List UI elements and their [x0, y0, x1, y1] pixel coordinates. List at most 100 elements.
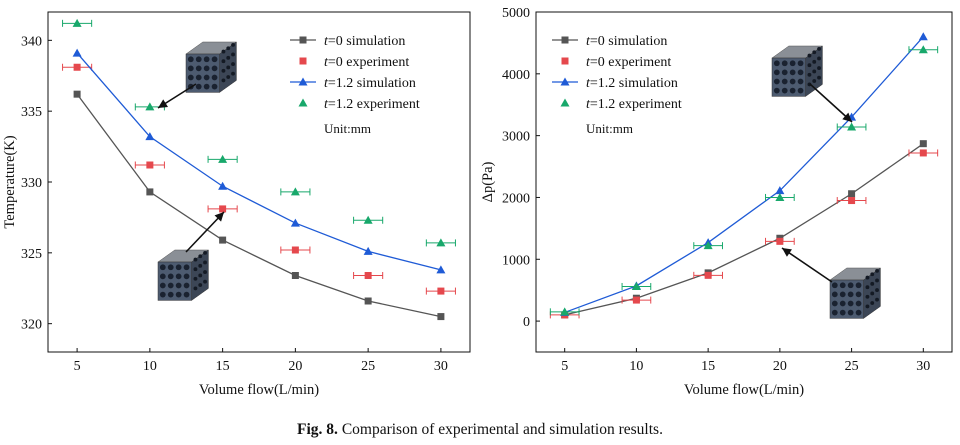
x-tick-label: 15 [216, 359, 230, 374]
cube-pore [211, 56, 218, 63]
cube-pore [812, 69, 817, 74]
cube-pore [839, 282, 846, 289]
cube-pore [175, 264, 182, 271]
x-tick-label: 30 [916, 359, 930, 374]
legend-label-rest: =1.2 experiment [328, 97, 420, 112]
cube-pore [175, 273, 182, 280]
x-tick-label: 10 [629, 359, 643, 374]
cube-pore [203, 260, 207, 265]
figure-caption: Fig. 8. Comparison of experimental and s… [0, 421, 960, 439]
cube-pore [781, 78, 788, 85]
cube-pore [875, 268, 879, 273]
cube-pore [226, 75, 231, 79]
data-point [72, 48, 82, 57]
cube-pore [812, 59, 817, 64]
cube-pore [847, 309, 854, 316]
right-plot-frame [535, 11, 953, 353]
legend-item: t=0 experiment [299, 55, 409, 70]
data-point [775, 186, 785, 195]
cube-pore [831, 291, 838, 298]
arrow-shaft [809, 83, 853, 123]
left-unit-note: Unit:mm [324, 121, 371, 136]
cube-pore [870, 281, 875, 286]
cube-pore [193, 257, 198, 262]
data-point [848, 197, 856, 205]
legend-label-rest: =1.2 simulation [328, 76, 416, 91]
cube-pore [203, 65, 210, 72]
right-chart: 5 10 15 20 25 30 0 1000 2000 3000 4000 5000 Volume f… [480, 6, 953, 398]
left-y-axis-label: Temperature(K) [2, 135, 18, 228]
legend-label: t=1.2 simulation [586, 76, 678, 91]
cube-pore [159, 264, 166, 271]
cube-pore [167, 264, 174, 271]
y-tick-label: 335 [21, 105, 42, 120]
cube-pore [831, 300, 838, 307]
cube-pore [831, 309, 838, 316]
cube-pore [773, 60, 780, 67]
cube-pore [195, 56, 202, 63]
y-tick-label: 330 [21, 176, 42, 191]
illustrations [157, 41, 882, 319]
legend-label-rest: =1.2 experiment [590, 97, 682, 112]
cube-pore [875, 297, 879, 302]
arrow-shaft [185, 211, 225, 253]
cube-pore [198, 283, 203, 287]
data-point [145, 132, 155, 141]
cube-pore [203, 270, 207, 274]
legend-label: t=1.2 experiment [324, 97, 420, 112]
legend-item: t=1.2 experiment [560, 97, 682, 112]
cube-pore [817, 75, 821, 80]
cube-pore [203, 74, 210, 81]
cube-pore [812, 50, 817, 55]
cube-pore [773, 87, 780, 94]
cube-pore [789, 87, 796, 94]
cube-pore [175, 282, 182, 289]
cube-pore [855, 291, 862, 298]
cube-pore [831, 282, 838, 289]
cube-pore [167, 282, 174, 289]
arrow-head [842, 112, 852, 122]
legend-item: t=0 experiment [561, 55, 671, 70]
cube-pore [226, 65, 231, 70]
cube-pore [159, 282, 166, 289]
arrow-head [158, 99, 169, 108]
porous-cube-illustration [157, 249, 210, 301]
cube-pore [865, 304, 870, 309]
x-tick-label: 30 [434, 359, 448, 374]
legend-label-rest: =0 simulation [328, 34, 406, 49]
cube-pore [812, 79, 817, 83]
data-point [291, 272, 299, 279]
cube-pore [187, 56, 194, 63]
cube-pore [187, 65, 194, 72]
cube-pore [839, 309, 846, 316]
legend-item: t=1.2 simulation [290, 76, 416, 91]
cube-pore [855, 282, 862, 289]
y-tick-label: 0 [523, 315, 530, 330]
data-point [364, 297, 372, 305]
cube-pore [875, 278, 879, 283]
y-tick-label: 3000 [502, 130, 530, 145]
legend-item: t=1.2 simulation [552, 76, 678, 91]
cube-pore [865, 285, 870, 290]
cube-pore [187, 74, 194, 81]
cube-pore [865, 275, 870, 280]
cube-pore [875, 288, 879, 292]
cube-pore [817, 56, 821, 61]
cube-pore [231, 71, 235, 76]
legend-label: t=0 simulation [324, 34, 405, 49]
right-y-axis-label: Δp(Pa) [480, 161, 496, 202]
data-point [847, 122, 857, 131]
cube-pore [807, 53, 812, 58]
legend-item: t=0 simulation [552, 34, 667, 49]
caption-text: Comparison of experimental and simulatio… [341, 421, 663, 438]
data-point [363, 246, 373, 255]
left-chart: 5 10 15 20 25 30 320 325 330 335 340 Volume flow(L/… [2, 11, 471, 398]
cube-pore [797, 87, 804, 94]
figure: 5 10 15 20 25 30 320 325 330 335 340 Volume flow(L/… [2, 6, 953, 398]
cube-pore [159, 291, 166, 298]
data-point [703, 241, 713, 250]
data-point [219, 236, 227, 244]
cube-pore [773, 69, 780, 76]
cube-pore [221, 68, 226, 73]
y-tick-label: 325 [21, 247, 42, 262]
